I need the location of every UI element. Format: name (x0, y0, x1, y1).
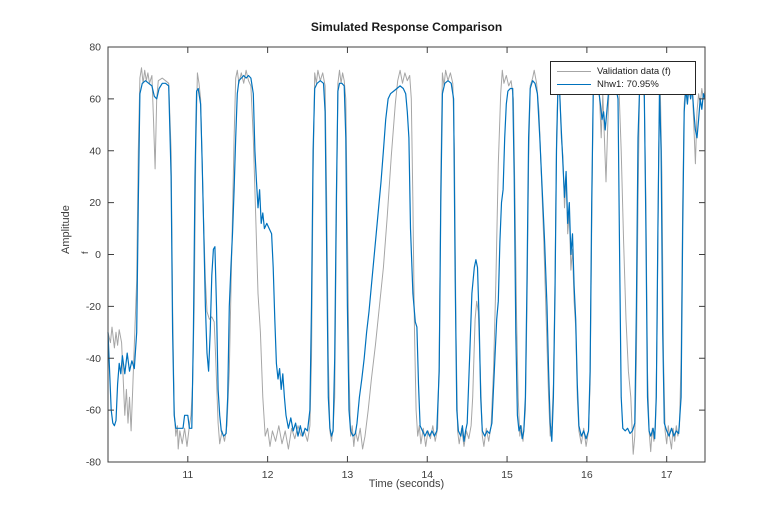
y-tick-label: 60 (89, 93, 101, 105)
x-tick-label: 12 (262, 469, 274, 481)
x-tick-label: 15 (501, 469, 513, 481)
y-tick-label: 40 (89, 145, 101, 157)
x-tick-label: 16 (581, 469, 593, 481)
series-line-0 (107, 67, 706, 455)
legend-entry-model: Nhw1: 70.95% (557, 78, 695, 91)
x-tick-label: 17 (661, 469, 673, 481)
y-tick-label: 80 (89, 42, 101, 54)
validation-line-sample (557, 71, 591, 72)
series-line-1 (107, 74, 706, 442)
model-line-sample (557, 84, 591, 85)
x-axis-label: Time (seconds) (368, 478, 445, 490)
y-tick-label: 0 (95, 249, 101, 261)
x-tick-label: 14 (421, 469, 433, 481)
y-tick-label: -20 (86, 301, 101, 313)
x-tick-label: 11 (182, 469, 193, 481)
legend-label-validation: Validation data (f) (597, 66, 671, 77)
legend-entry-validation: Validation data (f) (557, 65, 695, 78)
legend-label-model: Nhw1: 70.95% (597, 79, 659, 90)
legend-box: Validation data (f) Nhw1: 70.95% (550, 61, 696, 95)
y-tick-label: -60 (86, 405, 101, 417)
y-tick-label: -40 (86, 353, 101, 365)
x-tick-label: 13 (342, 469, 354, 481)
chart-title: Simulated Response Comparison (310, 20, 503, 34)
y-tick-label: 20 (89, 197, 101, 209)
y-tick-label: -80 (86, 457, 101, 469)
